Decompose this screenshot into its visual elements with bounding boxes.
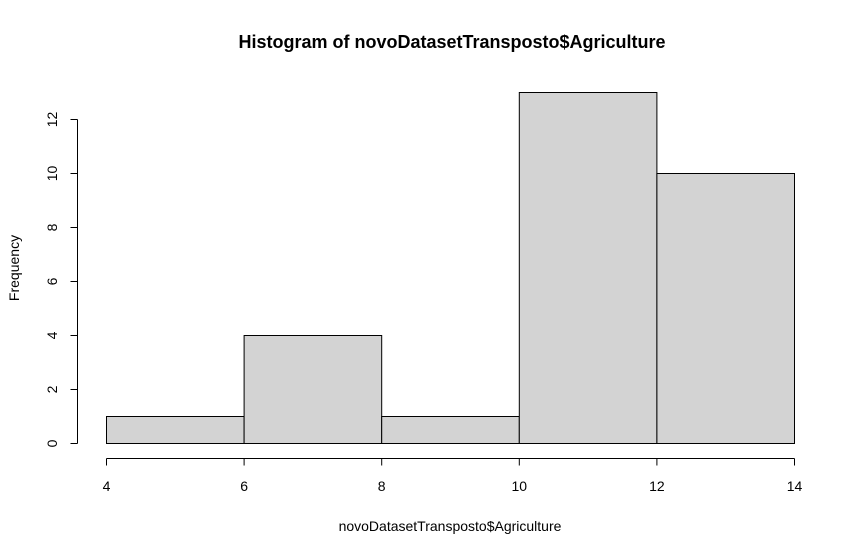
x-tick-label: 10 [512, 478, 528, 494]
x-tick-label: 14 [787, 478, 803, 494]
bars-group [106, 92, 796, 444]
y-axis: 0 2 4 6 8 10 12 [44, 112, 78, 447]
x-tick-label: 6 [240, 478, 248, 494]
chart-title: Histogram of novoDatasetTransposto$Agric… [238, 32, 665, 52]
y-tick-label: 10 [44, 166, 60, 182]
y-tick-label: 6 [44, 277, 60, 285]
y-tick-label: 0 [44, 439, 60, 447]
histogram-bar-1 [106, 416, 245, 444]
x-axis: 4 6 8 10 12 14 [103, 458, 803, 494]
y-axis-label: Frequency [6, 235, 22, 301]
x-tick-label: 12 [649, 478, 665, 494]
y-tick-label: 4 [44, 331, 60, 339]
histogram-bar-3 [381, 416, 520, 444]
histogram-bar-2 [243, 335, 383, 444]
y-tick-label: 12 [44, 112, 60, 128]
histogram-bar-4 [518, 92, 658, 444]
y-tick-label: 2 [44, 385, 60, 393]
x-tick-label: 8 [378, 478, 386, 494]
x-axis-label: novoDatasetTransposto$Agriculture [339, 518, 562, 534]
y-tick-label: 8 [44, 223, 60, 231]
x-tick-label: 4 [103, 478, 111, 494]
histogram-bar-5 [656, 173, 796, 444]
